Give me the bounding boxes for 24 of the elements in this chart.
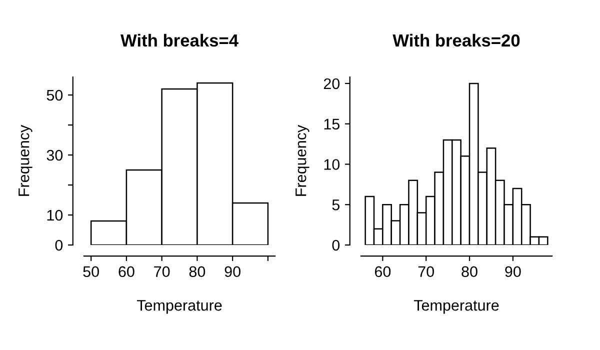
y-tick-label: 30 xyxy=(46,150,63,161)
x-tick-label: 80 xyxy=(462,266,478,278)
x-tick-label: 90 xyxy=(505,266,521,278)
y-axis-title: Frequency xyxy=(296,124,310,196)
y-tick-label: 0 xyxy=(332,240,340,251)
x-tick-label: 60 xyxy=(118,266,134,278)
chart-title: With breaks=4 xyxy=(120,34,238,47)
x-tick-label: 50 xyxy=(83,266,99,278)
y-tick-label: 15 xyxy=(324,118,340,130)
x-axis-title: Temperature xyxy=(136,300,222,314)
y-tick-label: 10 xyxy=(47,210,63,221)
y-tick-label: 5 xyxy=(332,200,340,210)
x-tick-label: 80 xyxy=(189,266,206,278)
x-tick-label: 70 xyxy=(418,266,434,278)
y-tick-label: 50 xyxy=(46,90,63,101)
x-tick-label: 60 xyxy=(374,266,391,278)
chart-title: With breaks=20 xyxy=(392,34,520,47)
x-tick-label: 90 xyxy=(224,266,240,278)
y-axis-title: Frequency xyxy=(18,124,32,196)
y-tick-label: 20 xyxy=(324,78,340,90)
x-tick-label: 70 xyxy=(154,266,170,278)
x-axis-title: Temperature xyxy=(414,300,499,314)
y-tick-label: 0 xyxy=(55,240,63,251)
y-tick-label: 10 xyxy=(324,159,340,170)
